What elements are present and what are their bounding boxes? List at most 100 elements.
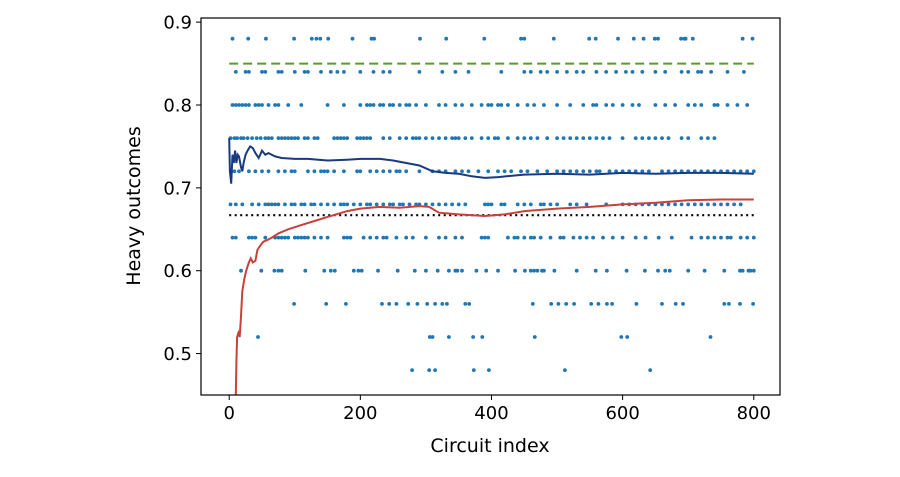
data-point	[259, 268, 264, 273]
data-point	[289, 202, 294, 207]
data-point	[302, 235, 307, 240]
data-point	[356, 268, 361, 273]
data-point	[440, 302, 445, 306]
data-point	[266, 103, 271, 107]
data-point	[640, 70, 645, 74]
data-point	[410, 368, 414, 372]
data-point	[456, 136, 461, 141]
data-point	[530, 302, 535, 306]
data-point	[250, 136, 255, 141]
data-point	[656, 268, 660, 273]
data-point	[404, 103, 409, 107]
data-point	[549, 302, 554, 306]
data-point	[467, 302, 472, 306]
data-point	[702, 268, 707, 273]
data-point	[471, 368, 476, 372]
data-point	[371, 103, 376, 107]
data-point	[532, 268, 536, 273]
data-point	[374, 235, 379, 240]
plot-marks	[228, 36, 756, 395]
data-point	[558, 235, 563, 240]
data-point	[397, 169, 402, 174]
data-point	[593, 36, 598, 41]
data-point	[725, 202, 730, 207]
data-point	[302, 202, 307, 207]
data-point	[332, 169, 336, 174]
data-point	[666, 202, 671, 207]
data-point	[260, 70, 264, 74]
data-point	[319, 202, 323, 207]
data-point	[715, 103, 720, 107]
data-point	[614, 70, 618, 74]
data-point	[463, 302, 468, 306]
x-tick-label: 0	[223, 403, 234, 424]
data-point	[384, 235, 389, 240]
data-point	[679, 70, 684, 74]
data-point	[387, 202, 392, 207]
data-point	[499, 103, 504, 107]
data-point	[673, 202, 677, 207]
data-point	[296, 235, 300, 240]
data-point	[732, 202, 736, 207]
data-point	[253, 103, 258, 107]
data-point	[309, 202, 314, 207]
data-point	[653, 70, 658, 74]
data-point	[342, 235, 346, 240]
data-point	[750, 36, 755, 41]
data-point	[591, 103, 595, 107]
data-point	[699, 70, 704, 74]
data-point	[260, 103, 264, 107]
data-point	[604, 103, 609, 107]
data-point	[689, 235, 694, 240]
data-point	[276, 70, 281, 74]
data-point	[272, 268, 277, 273]
data-point	[545, 169, 550, 174]
data-point	[365, 202, 369, 207]
data-point	[740, 268, 745, 273]
data-point	[374, 169, 379, 174]
data-point	[647, 136, 651, 141]
data-point	[263, 136, 268, 141]
data-point	[528, 235, 533, 240]
data-point	[322, 169, 327, 174]
data-point	[453, 103, 458, 107]
data-point	[237, 103, 241, 107]
data-point	[489, 202, 494, 207]
data-point	[273, 103, 277, 107]
data-point	[425, 302, 430, 306]
data-point	[745, 103, 750, 107]
data-point	[568, 103, 573, 107]
data-point	[492, 136, 497, 141]
data-point	[706, 136, 710, 141]
data-point	[233, 70, 238, 74]
data-point	[469, 136, 474, 141]
data-point	[647, 169, 651, 174]
data-point	[751, 235, 756, 240]
data-point	[245, 136, 250, 141]
data-point	[597, 169, 602, 174]
data-point	[594, 169, 599, 174]
data-point	[443, 136, 448, 141]
data-point	[302, 70, 307, 74]
data-point	[643, 235, 648, 240]
data-point	[414, 103, 418, 107]
data-point	[656, 36, 660, 41]
data-point	[372, 36, 376, 41]
data-point	[605, 268, 609, 273]
data-point	[380, 302, 384, 306]
data-point	[738, 235, 743, 240]
data-point	[692, 202, 697, 207]
data-point	[404, 169, 409, 174]
data-point	[415, 302, 420, 306]
data-point	[410, 136, 415, 141]
data-point	[604, 70, 609, 74]
data-point	[401, 202, 405, 207]
data-point	[486, 169, 491, 174]
data-point	[525, 169, 530, 174]
y-tick-label: 0.7	[163, 178, 192, 199]
data-point	[699, 103, 704, 107]
data-point	[483, 202, 487, 207]
data-point	[523, 268, 527, 273]
data-point	[306, 235, 310, 240]
data-point	[424, 202, 428, 207]
